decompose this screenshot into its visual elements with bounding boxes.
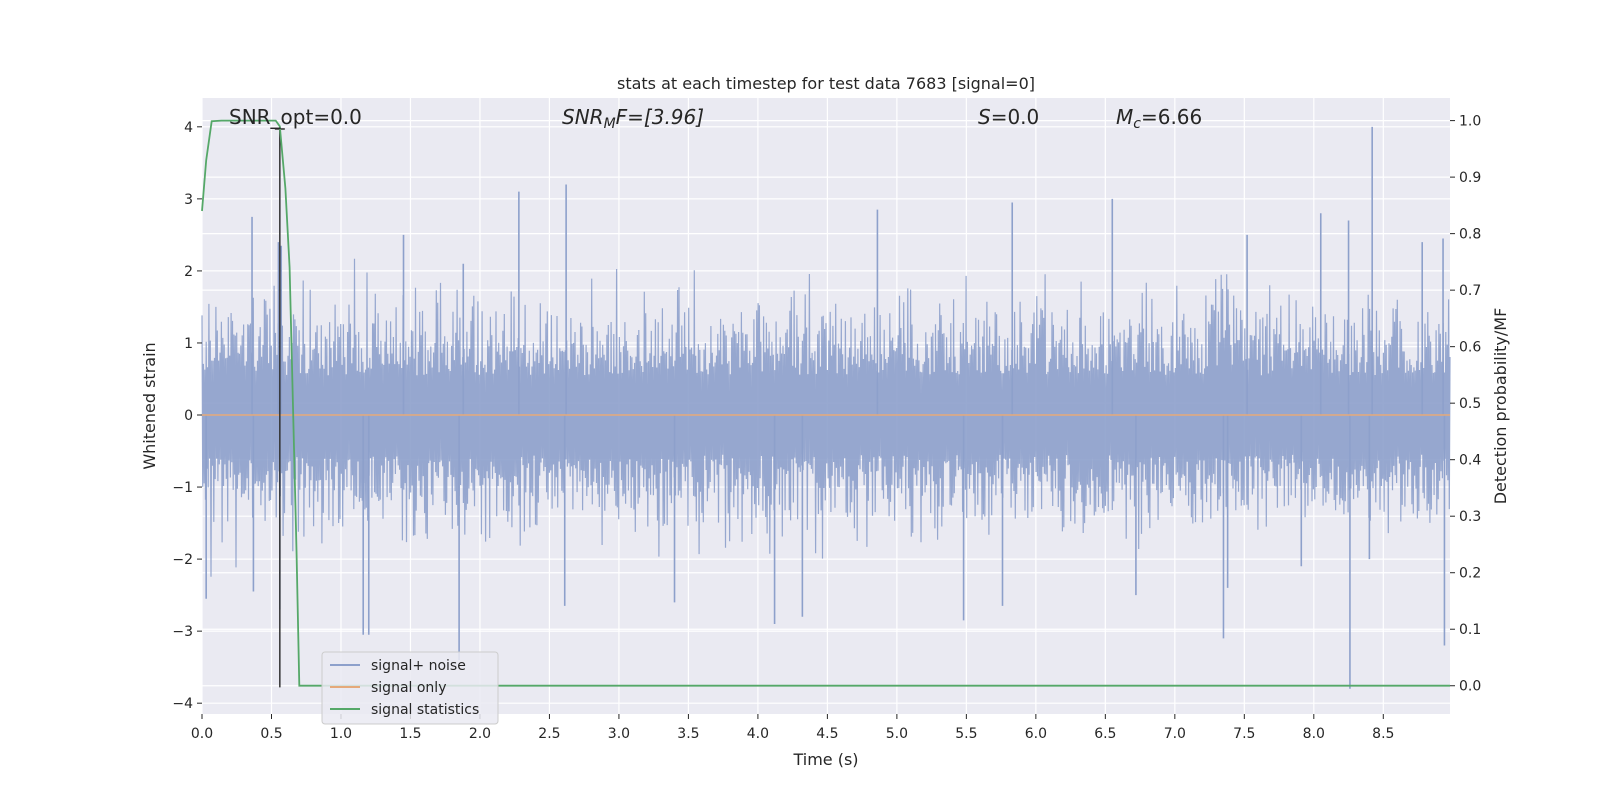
y-right-tick-label-10: 0.0 bbox=[1459, 679, 1481, 695]
y-left-tick-label-6: −2 bbox=[172, 552, 193, 568]
y-right-tick-label-4: 0.6 bbox=[1459, 340, 1481, 356]
x-tick-label-2: 1.0 bbox=[330, 726, 352, 742]
legend-label-signal-plus-noise: signal+ noise bbox=[371, 658, 466, 674]
y-axis-label-left: Whitened strain bbox=[140, 342, 159, 469]
x-tick-label-10: 5.0 bbox=[886, 726, 908, 742]
y-axis-label-right: Detection probability/MF bbox=[1491, 308, 1510, 505]
y-right-tick-label-3: 0.7 bbox=[1459, 283, 1481, 299]
x-tick-label-12: 6.0 bbox=[1025, 726, 1047, 742]
y-right-tick-label-7: 0.3 bbox=[1459, 509, 1481, 525]
series-signal-statistics bbox=[201, 119, 1450, 687]
y-left-tick-label-1: 3 bbox=[184, 192, 193, 208]
y-left-tick-label-7: −3 bbox=[172, 624, 193, 640]
x-tick-label-6: 3.0 bbox=[608, 726, 630, 742]
y-ticks-left: 4 3 2 1 0 −1 −2 −3 −4 bbox=[172, 120, 202, 712]
x-tick-label-16: 8.0 bbox=[1303, 726, 1325, 742]
y-right-tick-label-2: 0.8 bbox=[1459, 227, 1481, 243]
x-tick-label-8: 4.0 bbox=[747, 726, 769, 742]
x-tick-label-11: 5.5 bbox=[955, 726, 977, 742]
annotation-snr-mf: SNRMF=[3.96] bbox=[562, 105, 704, 132]
y-right-tick-label-6: 0.4 bbox=[1459, 453, 1481, 469]
legend-box bbox=[321, 651, 499, 725]
y-right-tick-label-8: 0.2 bbox=[1459, 566, 1481, 582]
y-left-tick-label-8: −4 bbox=[172, 696, 193, 712]
x-tick-label-13: 6.5 bbox=[1094, 726, 1116, 742]
legend: signal+ noise signal only signal statist… bbox=[321, 651, 499, 725]
y-left-tick-label-5: −1 bbox=[172, 480, 193, 496]
y-right-tick-label-9: 0.1 bbox=[1459, 622, 1481, 638]
x-tick-label-15: 7.5 bbox=[1233, 726, 1255, 742]
legend-label-signal-statistics: signal statistics bbox=[371, 702, 479, 718]
x-tick-label-7: 3.5 bbox=[677, 726, 699, 742]
x-axis-label: Time (s) bbox=[792, 750, 858, 769]
chart-title: stats at each timestep for test data 768… bbox=[617, 74, 1035, 93]
y-left-tick-label-4: 0 bbox=[184, 408, 193, 424]
x-tick-label-9: 4.5 bbox=[816, 726, 838, 742]
annotation-snr-opt: SNR_opt=0.0 bbox=[229, 105, 362, 129]
y-right-tick-label-0: 1.0 bbox=[1459, 114, 1481, 130]
y-left-tick-label-2: 2 bbox=[184, 264, 193, 280]
signal-statistics-line bbox=[201, 119, 1450, 687]
noise-trace bbox=[201, 258, 1451, 577]
annotation-s: S=0.0 bbox=[978, 105, 1039, 129]
legend-label-signal-only: signal only bbox=[371, 680, 446, 696]
x-tick-label-3: 1.5 bbox=[399, 726, 421, 742]
y-right-tick-label-1: 0.9 bbox=[1459, 170, 1481, 186]
y-left-tick-label-0: 4 bbox=[184, 120, 193, 136]
x-tick-label-17: 8.5 bbox=[1372, 726, 1394, 742]
y-left-tick-label-3: 1 bbox=[184, 336, 193, 352]
x-tick-label-14: 7.0 bbox=[1164, 726, 1186, 742]
x-tick-label-5: 2.5 bbox=[538, 726, 560, 742]
y-right-tick-label-5: 0.5 bbox=[1459, 396, 1481, 412]
y-ticks-right: 1.0 0.9 0.8 0.7 0.6 0.5 0.4 0.3 0.2 0.1 0.0 bbox=[1450, 114, 1481, 695]
annotation-mc: Mc=6.66 bbox=[1116, 105, 1202, 132]
x-ticks: 0.0 0.5 1.0 1.5 2.0 2.5 3.0 3.5 4.0 4.5 5.0 5.5 6.0 6… bbox=[191, 714, 1394, 742]
x-tick-label-1: 0.5 bbox=[260, 726, 282, 742]
x-tick-label-4: 2.0 bbox=[469, 726, 491, 742]
x-tick-label-0: 0.0 bbox=[191, 726, 213, 742]
